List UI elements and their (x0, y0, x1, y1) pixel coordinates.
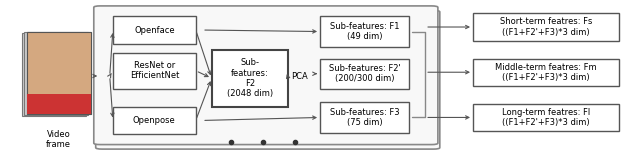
Text: Video
frame: Video frame (46, 130, 71, 149)
FancyBboxPatch shape (94, 6, 438, 145)
FancyBboxPatch shape (320, 16, 409, 47)
FancyBboxPatch shape (113, 107, 196, 134)
FancyBboxPatch shape (22, 33, 86, 116)
Text: Sub-features: F3
(75 dim): Sub-features: F3 (75 dim) (330, 108, 399, 127)
Text: Sub-features: F2'
(200/300 dim): Sub-features: F2' (200/300 dim) (329, 64, 401, 83)
FancyBboxPatch shape (473, 59, 620, 86)
Text: ResNet or
EfficientNet: ResNet or EfficientNet (130, 61, 179, 80)
FancyBboxPatch shape (320, 102, 409, 133)
FancyBboxPatch shape (473, 104, 620, 131)
FancyBboxPatch shape (473, 13, 620, 41)
FancyBboxPatch shape (113, 16, 196, 44)
Text: Sub-
features:
F2
(2048 dim): Sub- features: F2 (2048 dim) (227, 58, 273, 98)
Text: Short-term featres: Fs
((F1+F2'+F3)*3 dim): Short-term featres: Fs ((F1+F2'+F3)*3 di… (500, 17, 593, 37)
FancyBboxPatch shape (96, 10, 440, 149)
Text: Long-term featres: Fl
((F1+F2'+F3)*3 dim): Long-term featres: Fl ((F1+F2'+F3)*3 dim… (502, 108, 590, 127)
Text: Openpose: Openpose (133, 116, 176, 125)
FancyBboxPatch shape (113, 53, 196, 89)
FancyBboxPatch shape (27, 31, 91, 114)
Text: Middle-term featres: Fm
((F1+F2'+F3)*3 dim): Middle-term featres: Fm ((F1+F2'+F3)*3 d… (495, 62, 597, 82)
Text: Sub-features: F1
(49 dim): Sub-features: F1 (49 dim) (330, 22, 399, 41)
FancyBboxPatch shape (320, 59, 409, 89)
Text: PCA: PCA (291, 72, 308, 81)
FancyBboxPatch shape (212, 50, 288, 107)
FancyBboxPatch shape (27, 31, 91, 114)
FancyBboxPatch shape (24, 32, 88, 115)
Text: Openface: Openface (134, 26, 175, 35)
FancyBboxPatch shape (27, 94, 91, 114)
